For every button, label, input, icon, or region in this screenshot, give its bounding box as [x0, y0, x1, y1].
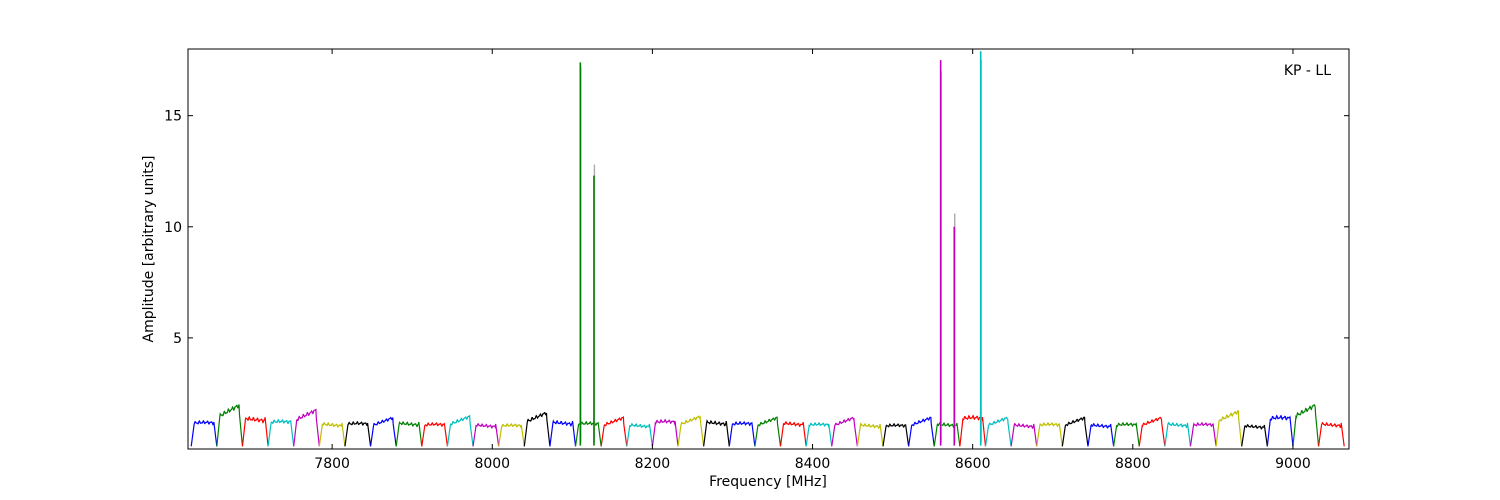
y-tick-label: 15 [164, 109, 182, 125]
channel-line [1087, 423, 1115, 447]
channel-line [472, 422, 500, 447]
channel-line [267, 418, 295, 447]
x-tick-label: 8400 [795, 456, 831, 472]
channel-line [241, 415, 269, 447]
y-tick-label: 10 [164, 220, 182, 236]
x-tick-label: 7800 [314, 456, 350, 472]
series-layer [190, 51, 1345, 447]
channel-line [216, 404, 244, 447]
channel-line [703, 418, 730, 447]
channel-line [318, 421, 346, 447]
x-tick-label: 9000 [1275, 456, 1311, 472]
channel-line [498, 422, 525, 447]
channel-line [369, 416, 397, 447]
channel-line [754, 416, 782, 447]
channel-line [1164, 421, 1192, 447]
chart-annotation: KP - LL [1284, 63, 1331, 79]
channel-line [1241, 423, 1268, 447]
channel-line [1317, 421, 1345, 447]
channel-line [779, 421, 807, 447]
y-tick-label: 5 [173, 331, 182, 347]
channel-line [1215, 410, 1243, 447]
channel-line [984, 416, 1012, 447]
x-tick-label: 8800 [1115, 456, 1151, 472]
channel-line [395, 420, 423, 447]
channel-line [677, 415, 705, 447]
channel-line [805, 421, 833, 447]
channel-line [1036, 421, 1063, 447]
plot-frame [187, 48, 1350, 450]
channel-line [651, 418, 679, 447]
channel-line [190, 419, 218, 447]
channel-line [523, 412, 551, 447]
y-axis-label: Amplitude [arbitrary units] [141, 156, 157, 343]
channel-line [856, 422, 884, 447]
channel-line [1292, 403, 1320, 447]
x-axis-label: Frequency [MHz] [709, 474, 827, 490]
channel-line [344, 420, 372, 447]
channel-line [421, 422, 449, 447]
channel-line [626, 422, 653, 447]
channel-line [1266, 414, 1294, 447]
channel-line [831, 416, 858, 447]
channel-line [446, 414, 474, 447]
channel-line [933, 421, 961, 447]
channel-line [1061, 416, 1089, 447]
channel-line [882, 422, 910, 447]
channel-line [1138, 416, 1166, 447]
channel-line [600, 415, 628, 447]
x-tick-label: 8200 [635, 456, 671, 472]
channel-line [549, 419, 577, 447]
channel-line [1010, 422, 1038, 447]
channel-line [293, 408, 320, 447]
channel-line [1189, 421, 1217, 447]
channel-line [728, 420, 756, 447]
ticks-layer: 5 10 15 7800 8000 8200 8400 8600 8800 9000 [164, 49, 1349, 472]
channel-line [908, 416, 935, 447]
x-tick-label: 8000 [474, 456, 510, 472]
channel-line [1113, 421, 1140, 447]
x-tick-label: 8600 [955, 456, 991, 472]
